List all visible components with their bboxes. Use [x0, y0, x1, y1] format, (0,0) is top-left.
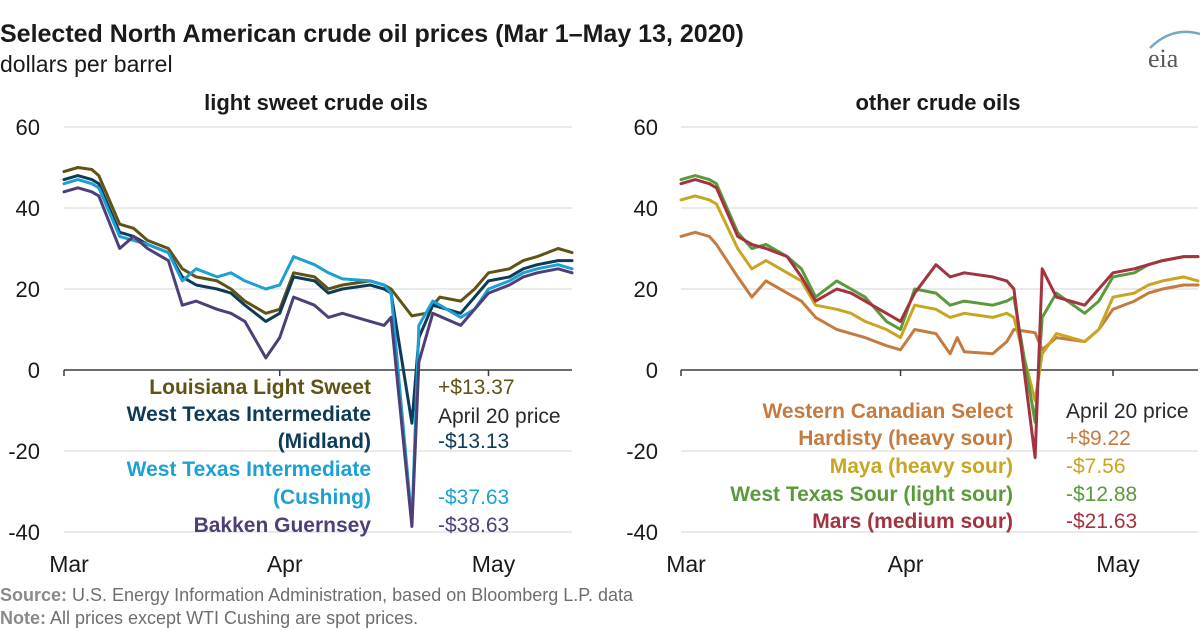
legend-label: Bakken Guernsey	[194, 514, 372, 537]
legend-label: Louisiana Light Sweet	[149, 376, 371, 399]
series-line-2-4	[679, 178, 1200, 460]
logo-text: eia	[1148, 44, 1179, 73]
y-tick-label: 60	[16, 115, 40, 140]
y-tick-label: 60	[634, 115, 658, 140]
legend-label: Western Canadian Select	[762, 400, 1013, 423]
x-tick-label: Mar	[49, 551, 89, 577]
april20-price-label: +$13.37	[438, 376, 515, 399]
chart-subtitle: dollars per barrel	[0, 51, 173, 77]
source-label: Source:	[0, 585, 68, 605]
y-tick-label: -20	[8, 439, 40, 464]
y-tick-label: 20	[634, 277, 658, 302]
legend-label: West Texas Intermediate	[127, 403, 371, 426]
y-tick-label: -20	[626, 439, 658, 464]
x-tick-label: Mar	[666, 551, 706, 577]
footnote: Note: All prices except WTI Cushing are …	[0, 608, 418, 629]
y-tick-label: -40	[626, 520, 658, 545]
series-line-2-2	[679, 194, 1200, 403]
panel-title: other crude oils	[855, 90, 1020, 115]
legend-label: (Cushing)	[273, 486, 371, 509]
april20-price-label: -$38.63	[438, 514, 509, 537]
source-note: Source: U.S. Energy Information Administ…	[0, 585, 633, 606]
y-tick-label: 20	[16, 277, 40, 302]
y-tick-label: 40	[16, 196, 40, 221]
april20-price-label: -$37.63	[438, 486, 509, 509]
logo-arc-icon	[1149, 30, 1200, 49]
x-tick-label: Apr	[888, 551, 924, 577]
eia-logo: eia	[1128, 24, 1200, 74]
april20-price-label: -$7.56	[1066, 455, 1126, 478]
y-tick-label: 40	[634, 196, 658, 221]
legend-label: (Midland)	[278, 430, 371, 453]
x-tick-label: May	[1096, 551, 1140, 577]
april20-price-label: -$12.88	[1066, 483, 1137, 506]
annotation-header: April 20 price	[1066, 400, 1189, 423]
april20-price-label: -$21.63	[1066, 510, 1137, 533]
y-tick-label: -40	[8, 520, 40, 545]
chart-title: Selected North American crude oil prices…	[0, 20, 744, 48]
source-text: U.S. Energy Information Administration, …	[67, 585, 634, 605]
note-text: All prices except WTI Cushing are spot p…	[46, 608, 419, 628]
series-line-1-4	[62, 186, 574, 528]
note-label: Note:	[0, 608, 46, 628]
y-tick-label: 0	[646, 358, 658, 383]
y-tick-label: 0	[28, 358, 40, 383]
panel-title: light sweet crude oils	[204, 90, 428, 115]
legend-label: Maya (heavy sour)	[830, 455, 1013, 478]
legend-label: West Texas Sour (light sour)	[730, 483, 1013, 506]
legend-label: West Texas Intermediate	[127, 458, 371, 481]
april20-price-label: +$9.22	[1066, 427, 1131, 450]
x-tick-label: May	[472, 551, 516, 577]
annotation-header: April 20 price	[438, 405, 561, 428]
series-line-2-3	[679, 174, 1200, 424]
legend-label: Hardisty (heavy sour)	[798, 427, 1013, 450]
x-tick-label: Apr	[267, 551, 303, 577]
series-line-1-1	[62, 166, 574, 318]
legend-label: Mars (medium sour)	[812, 510, 1013, 533]
april20-price-label: -$13.13	[438, 430, 509, 453]
series-line-2-1	[679, 230, 1200, 356]
